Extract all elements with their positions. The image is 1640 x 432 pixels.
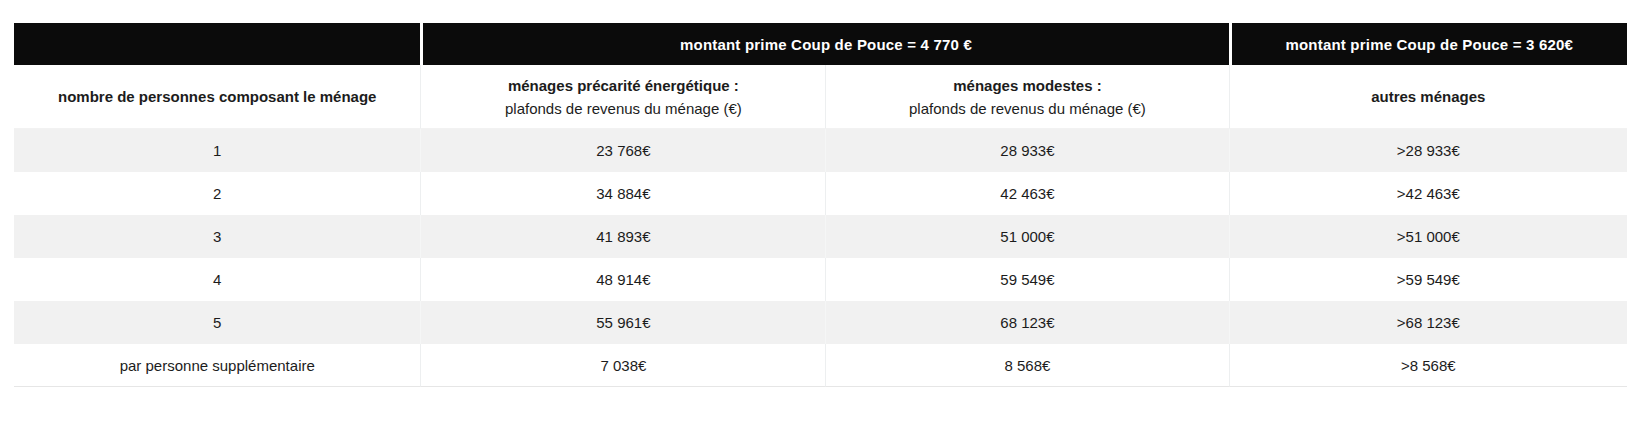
modeste-ceiling-cell: 68 123€ [825, 301, 1228, 344]
household-size-cell: 1 [14, 129, 420, 172]
col-header-household-size: nombre de personnes composant le ménage [14, 65, 420, 129]
autres-ceiling-cell: >42 463€ [1229, 172, 1627, 215]
autres-ceiling-cell: >8 568€ [1229, 344, 1627, 387]
autres-ceiling-cell: >28 933€ [1229, 129, 1627, 172]
col-header-autres-menages: autres ménages [1229, 65, 1627, 129]
household-size-cell: par personne supplémentaire [14, 344, 420, 387]
modeste-ceiling-cell: 42 463€ [825, 172, 1228, 215]
precarite-ceiling-cell: 23 768€ [420, 129, 825, 172]
table-row: par personne supplémentaire 7 038€ 8 568… [14, 344, 1627, 387]
household-size-cell: 4 [14, 258, 420, 301]
autres-ceiling-cell: >59 549€ [1229, 258, 1627, 301]
modeste-ceiling-cell: 28 933€ [825, 129, 1228, 172]
precarite-ceiling-cell: 41 893€ [420, 215, 825, 258]
table-row: 5 55 961€ 68 123€ >68 123€ [14, 301, 1627, 344]
page-canvas: montant prime Coup de Pouce = 4 770 € mo… [0, 0, 1640, 432]
precarite-ceiling-cell: 55 961€ [420, 301, 825, 344]
col-header-title: nombre de personnes composant le ménage [22, 85, 412, 108]
modeste-ceiling-cell: 8 568€ [825, 344, 1228, 387]
table-row: 1 23 768€ 28 933€ >28 933€ [14, 129, 1627, 172]
autres-ceiling-cell: >68 123€ [1229, 301, 1627, 344]
precarite-ceiling-cell: 48 914€ [420, 258, 825, 301]
table-row: 4 48 914€ 59 549€ >59 549€ [14, 258, 1627, 301]
precarite-ceiling-cell: 34 884€ [420, 172, 825, 215]
col-header-title: ménages modestes : [834, 74, 1220, 97]
table-row: 3 41 893€ 51 000€ >51 000€ [14, 215, 1627, 258]
household-size-cell: 2 [14, 172, 420, 215]
col-header-subtitle: plafonds de revenus du ménage (€) [834, 97, 1220, 120]
prime-amount-header-row: montant prime Coup de Pouce = 4 770 € mo… [14, 23, 1627, 65]
modeste-ceiling-cell: 59 549€ [825, 258, 1228, 301]
modeste-ceiling-cell: 51 000€ [825, 215, 1228, 258]
prime-amount-4770-header: montant prime Coup de Pouce = 4 770 € [420, 23, 1228, 65]
household-size-cell: 5 [14, 301, 420, 344]
col-header-menages-modestes: ménages modestes : plafonds de revenus d… [825, 65, 1228, 129]
precarite-ceiling-cell: 7 038€ [420, 344, 825, 387]
coup-de-pouce-income-table: montant prime Coup de Pouce = 4 770 € mo… [14, 23, 1627, 387]
household-size-cell: 3 [14, 215, 420, 258]
col-header-title: ménages précarité énergétique : [429, 74, 817, 97]
table-row: 2 34 884€ 42 463€ >42 463€ [14, 172, 1627, 215]
col-header-subtitle: plafonds de revenus du ménage (€) [429, 97, 817, 120]
prime-amount-3620-header: montant prime Coup de Pouce = 3 620€ [1229, 23, 1627, 65]
column-header-row: nombre de personnes composant le ménage … [14, 65, 1627, 129]
col-header-title: autres ménages [1238, 85, 1619, 108]
corner-empty-cell [14, 23, 420, 65]
autres-ceiling-cell: >51 000€ [1229, 215, 1627, 258]
col-header-precarite-energetique: ménages précarité énergétique : plafonds… [420, 65, 825, 129]
